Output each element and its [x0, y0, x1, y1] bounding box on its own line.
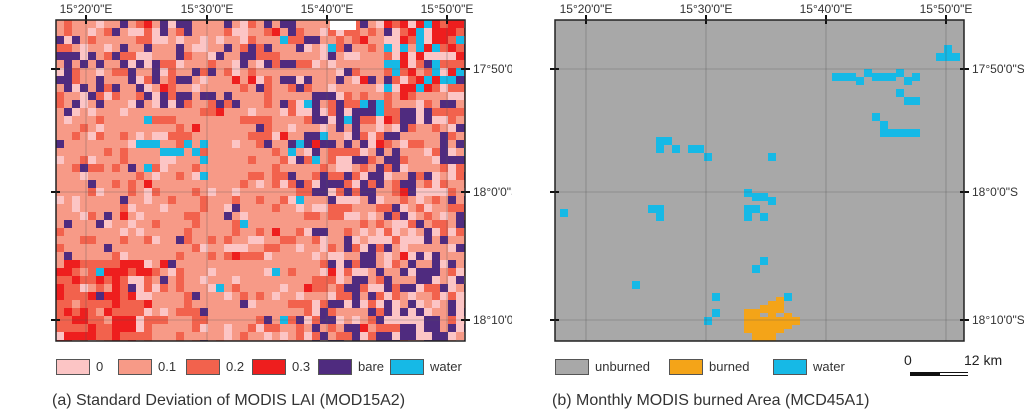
legend-swatch-0-2 [186, 359, 220, 375]
legend-swatch-0-3 [252, 359, 286, 375]
legend-label-0-1: 0.1 [158, 359, 177, 374]
map-frame [554, 19, 965, 342]
caption-a: (a) Standard Deviation of MODIS LAI (MOD… [52, 392, 406, 409]
graticule [51, 15, 470, 341]
scale-bar-black [911, 373, 940, 375]
legend-swatch-burned [669, 359, 703, 375]
legend-label-0: 0 [96, 359, 104, 374]
scale-bar-white [940, 373, 969, 375]
burned-area-map: 15°20'0"E 15°30'0"E 15°40'0"E 15°50'0"E 17°5… [550, 2, 1024, 342]
top-lon-label: 15°50'0"E [421, 2, 474, 16]
panel-burned-area: 15°20'0"E 15°30'0"E 15°40'0"E 15°50'0"E 17°5… [512, 0, 1024, 415]
top-lon-label: 15°50'0"E [920, 2, 973, 16]
right-lat-label: 18°10'0"S [473, 313, 512, 327]
scale-end-label: 12 km [964, 352, 1003, 368]
top-lon-label: 15°20'0"E [60, 2, 113, 16]
lai-raster [56, 20, 465, 341]
legend-swatch-unburned [555, 359, 589, 375]
top-lon-label: 15°20'0"E [560, 2, 613, 16]
scale-bar: 0 12 km [904, 350, 1020, 380]
legend-label-0-3: 0.3 [292, 359, 311, 374]
legend-label-water-b: water [813, 359, 845, 374]
coordinate-labels: 15°20'0"E 15°30'0"E 15°40'0"E 15°50'0"E 17°5… [560, 2, 1024, 327]
right-lat-label: 18°0'0"S [972, 185, 1018, 199]
legend-swatch-bare [318, 359, 352, 375]
right-lat-label: 17°50'0"S [972, 62, 1024, 76]
scale-bar-frame [910, 372, 969, 376]
legend-label-bare: bare [358, 359, 385, 374]
legend-swatch-water [390, 359, 424, 375]
caption-b: (b) Monthly MODIS burned Area (MCD45A1) [552, 392, 870, 409]
legend-label-water: water [430, 359, 462, 374]
burned-raster [555, 20, 964, 341]
legend-swatch-0 [56, 359, 90, 375]
top-lon-label: 15°30'0"E [680, 2, 733, 16]
right-lat-label: 18°10'0"S [972, 313, 1024, 327]
legend-label-unburned: unburned [595, 359, 650, 374]
scale-zero-label: 0 [904, 352, 912, 368]
legend-swatch-water-b [773, 359, 807, 375]
top-lon-label: 15°40'0"E [301, 2, 354, 16]
panel-lai-std: 15°20'0"E 15°30'0"E 15°40'0"E 15°50'0"E 17°5… [51, 2, 512, 409]
legend-label-burned: burned [709, 359, 750, 374]
lai-std-map: 15°20'0"E 15°30'0"E 15°40'0"E 15°50'0"E 17°5… [51, 2, 512, 342]
legend-swatch-0-1 [118, 359, 152, 375]
top-lon-label: 15°40'0"E [800, 2, 853, 16]
legend-label-0-2: 0.2 [226, 359, 245, 374]
coordinate-labels: 15°20'0"E 15°30'0"E 15°40'0"E 15°50'0"E 17°5… [60, 2, 512, 327]
right-lat-label: 17°50'0"S [473, 62, 512, 76]
top-lon-label: 15°30'0"E [181, 2, 234, 16]
right-lat-label: 18°0'0"S [473, 185, 512, 199]
map-frame [55, 19, 466, 342]
